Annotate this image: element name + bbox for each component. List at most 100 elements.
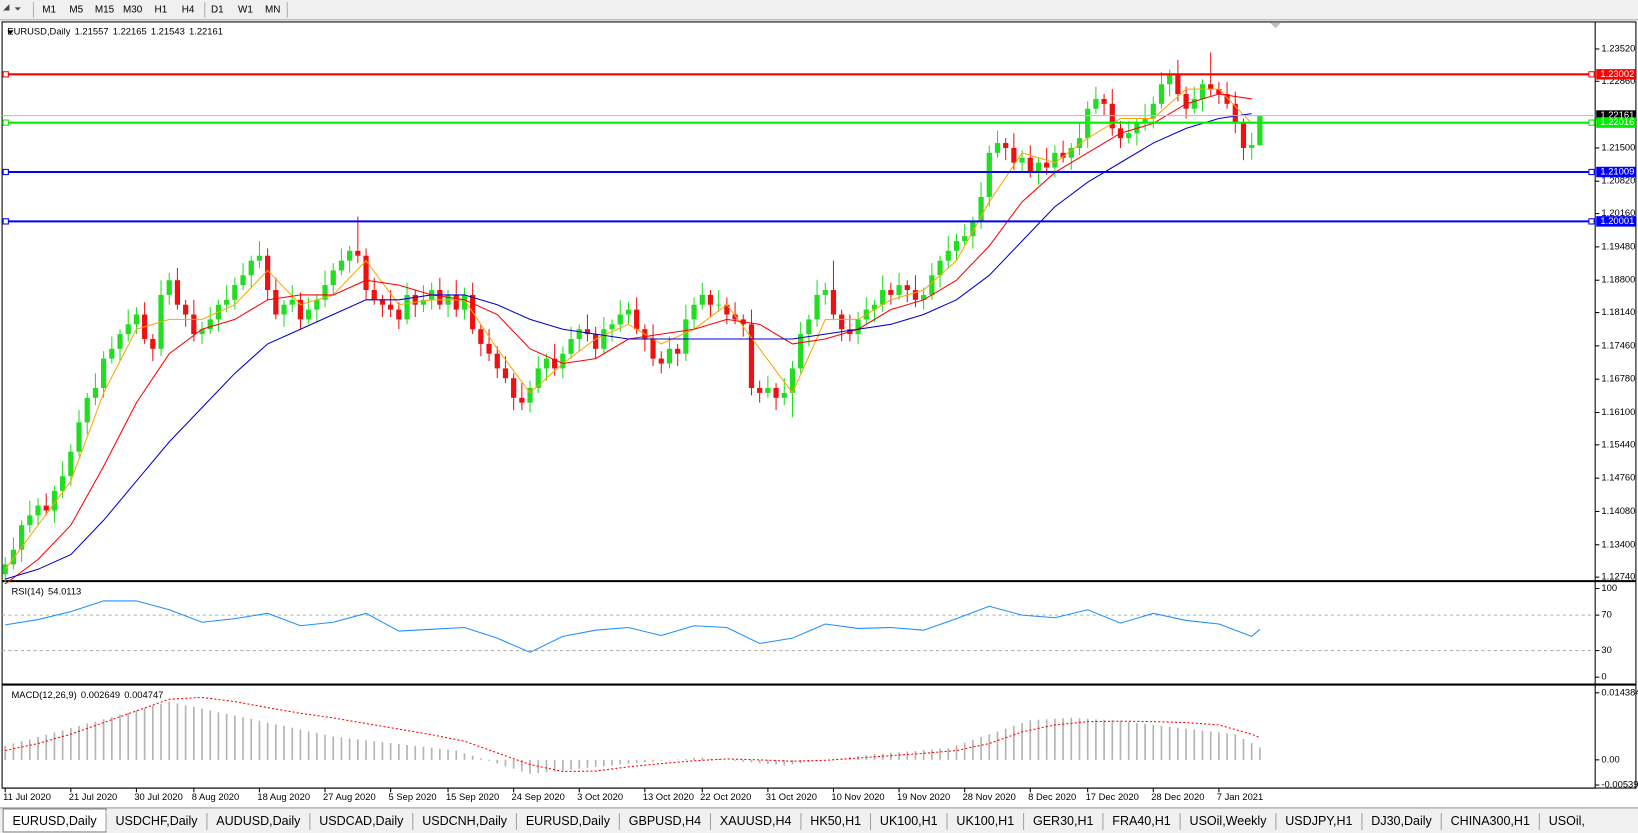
y-tick-label: 1.17460	[1601, 339, 1635, 350]
tab-label[interactable]: DJ30,Daily	[1371, 814, 1432, 828]
candle-body	[1224, 94, 1230, 104]
level-handle[interactable]	[1588, 71, 1595, 78]
level-handle[interactable]	[1588, 218, 1595, 225]
candle-body	[207, 319, 213, 330]
candle-body	[289, 299, 295, 305]
candle-body	[912, 290, 919, 300]
bid-tag	[1596, 110, 1636, 121]
tab-label[interactable]: USDJPY,H1	[1285, 814, 1352, 828]
x-tick-label: 5 Sep 2020	[389, 791, 437, 802]
candle-body	[765, 388, 771, 393]
shift-marker	[1270, 22, 1281, 29]
tab-label[interactable]: CHINA300,H1	[1451, 814, 1530, 828]
y-tick-label: 0	[1601, 671, 1606, 682]
level-handle[interactable]	[2, 71, 9, 78]
x-tick-label: 8 Aug 2020	[192, 791, 240, 802]
timeframe-button[interactable]: D1	[211, 5, 224, 16]
timeframe-button[interactable]: H4	[182, 5, 195, 16]
candle-body	[1167, 74, 1173, 85]
tab[interactable]: USDCAD,Daily	[309, 811, 413, 831]
x-tick-label: 30 Jul 2020	[134, 791, 183, 802]
timeframe-button[interactable]: W1	[238, 5, 253, 16]
level-tag-label: 1.23002	[1600, 68, 1634, 79]
candle-body	[101, 358, 107, 389]
candle-body	[716, 304, 722, 306]
tab-label[interactable]: USDCAD,Daily	[319, 814, 404, 828]
candle-body	[494, 353, 500, 369]
tab[interactable]: USDCHF,Daily	[105, 811, 207, 831]
timeframe-button[interactable]: MN	[265, 5, 280, 16]
tab[interactable]: CHINA300,H1	[1440, 811, 1540, 831]
candle-body	[1011, 147, 1017, 163]
candle-body	[1216, 89, 1222, 95]
tab-label[interactable]: USDCNH,Daily	[422, 814, 508, 828]
toolbar-dropdown[interactable]	[14, 7, 21, 11]
candle-body	[888, 290, 894, 295]
candle-body	[117, 334, 123, 349]
timeframe-button[interactable]: H1	[155, 5, 168, 16]
x-tick-label: 8 Dec 2020	[1028, 791, 1076, 802]
candle-body	[658, 358, 664, 364]
tab[interactable]: USOil,Weekly	[1179, 811, 1276, 831]
tab-label[interactable]: GBPUSD,H4	[629, 814, 701, 828]
candle-body	[1019, 157, 1025, 163]
tab[interactable]: USDCNH,Daily	[412, 811, 517, 831]
x-tick-label: 7 Jan 2021	[1217, 791, 1263, 802]
tab-label[interactable]: GER30,H1	[1033, 814, 1094, 828]
candle-body	[839, 314, 845, 330]
tab-label[interactable]: HK50,H1	[810, 814, 861, 828]
tab-label[interactable]: USDCHF,Daily	[115, 814, 198, 828]
candle-body	[1232, 103, 1238, 124]
tab-label[interactable]: USOil,	[1549, 814, 1585, 828]
tab-label[interactable]: XAUUSD,H4	[720, 814, 792, 828]
tab-label[interactable]: UK100,H1	[956, 814, 1014, 828]
tab[interactable]: USDJPY,H1	[1275, 811, 1362, 831]
toolbar-icon[interactable]	[3, 4, 10, 11]
tab[interactable]: HK50,H1	[800, 811, 871, 831]
timeframe-button[interactable]: M1	[42, 5, 56, 16]
candle-body	[757, 388, 763, 393]
tab[interactable]: USOil,	[1538, 811, 1595, 831]
level-handle[interactable]	[1588, 119, 1595, 126]
tab-background	[1275, 811, 1362, 831]
tab-label[interactable]: AUDUSD,Daily	[216, 814, 301, 828]
y-tick-label: 1.21500	[1601, 141, 1635, 152]
level-handle[interactable]	[1588, 168, 1595, 176]
candle-body	[552, 358, 558, 369]
candle-body	[76, 422, 82, 452]
tab-background	[800, 811, 871, 831]
level-handle[interactable]	[2, 168, 9, 176]
tab[interactable]: EURUSD,Daily	[515, 811, 620, 831]
candle-body	[1060, 152, 1066, 158]
level-handle[interactable]	[2, 218, 9, 225]
ohlc-value: 1.22165	[113, 26, 147, 37]
tab-label[interactable]: EURUSD,Daily	[13, 814, 98, 828]
candle-body	[781, 392, 787, 398]
tab-label[interactable]: EURUSD,Daily	[526, 814, 611, 828]
ohlc-value: 1.21557	[75, 26, 109, 37]
tab[interactable]: DJ30,Daily	[1361, 811, 1442, 831]
level-handle[interactable]	[2, 119, 9, 126]
tab-label[interactable]: UK100,H1	[880, 814, 938, 828]
tab[interactable]: EURUSD,Daily	[2, 808, 107, 833]
timeframe-button[interactable]: M30	[123, 5, 143, 16]
candle-body	[699, 294, 705, 305]
candle-body	[191, 314, 197, 335]
tab-label[interactable]: USOil,Weekly	[1190, 814, 1268, 828]
candle-body	[773, 388, 779, 398]
tab-label[interactable]: FRA40,H1	[1112, 814, 1170, 828]
tab[interactable]: AUDUSD,Daily	[206, 811, 310, 831]
tab[interactable]: UK100,H1	[946, 811, 1024, 831]
timeframe-button[interactable]: M15	[95, 5, 115, 16]
tab[interactable]: XAUUSD,H4	[709, 811, 801, 831]
candle-body	[994, 143, 1001, 153]
level-tag	[1596, 166, 1636, 178]
candle-body	[568, 339, 574, 354]
tab[interactable]: UK100,H1	[869, 811, 948, 831]
candle-body	[814, 294, 820, 320]
timeframe-button[interactable]: M5	[69, 5, 83, 16]
tab[interactable]: GBPUSD,H4	[618, 811, 711, 831]
tab[interactable]: GER30,H1	[1023, 811, 1103, 831]
candle-body	[830, 290, 837, 315]
tab[interactable]: FRA40,H1	[1102, 811, 1181, 831]
